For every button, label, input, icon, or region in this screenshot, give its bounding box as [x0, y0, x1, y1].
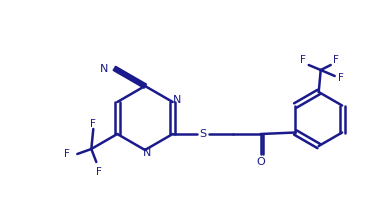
Text: N: N [143, 148, 151, 158]
Text: F: F [96, 167, 102, 177]
Text: F: F [90, 119, 96, 129]
Text: N: N [100, 64, 109, 74]
Text: N: N [172, 95, 181, 105]
Text: F: F [333, 55, 339, 65]
Text: F: F [300, 55, 306, 65]
Text: F: F [64, 149, 70, 159]
Text: F: F [338, 73, 344, 83]
Text: S: S [199, 129, 206, 139]
Text: O: O [256, 157, 265, 167]
